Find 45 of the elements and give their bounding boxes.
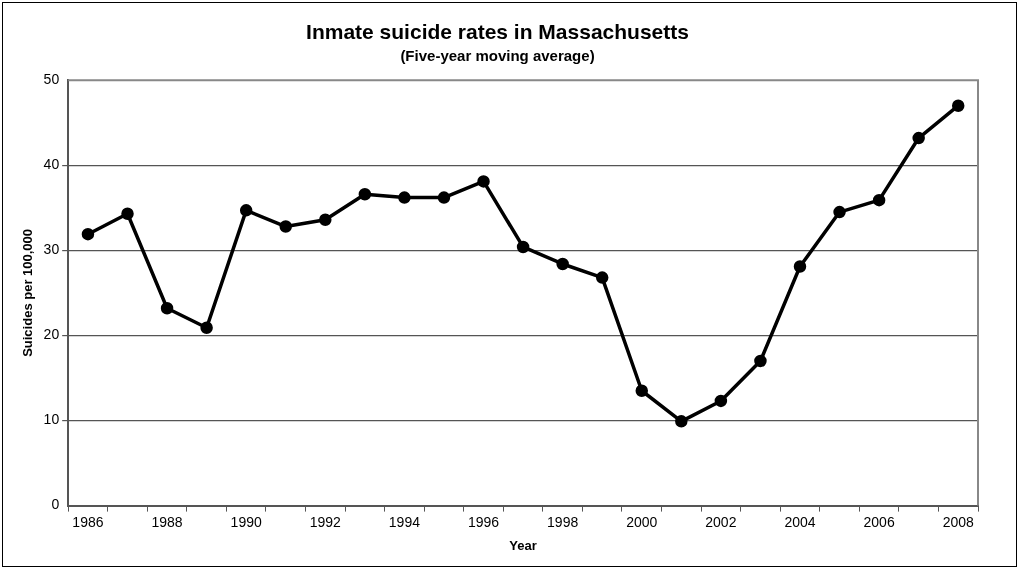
x-tick-label: 2004 bbox=[784, 513, 816, 530]
x-tick-label: 1992 bbox=[309, 513, 342, 530]
y-tick-label: 30 bbox=[43, 241, 60, 258]
point bbox=[477, 175, 490, 188]
x-tick-label: 2008 bbox=[942, 513, 974, 530]
point bbox=[358, 187, 372, 201]
y-tick-label: 0 bbox=[51, 496, 60, 513]
y-tick-label: 50 bbox=[43, 71, 60, 88]
point bbox=[279, 220, 292, 233]
x-tick-label: 1990 bbox=[230, 513, 262, 530]
x-tick-label: 2000 bbox=[626, 513, 658, 530]
point bbox=[595, 271, 609, 284]
point bbox=[319, 213, 332, 226]
point bbox=[200, 321, 213, 335]
y-axis-title: Suicides per 100,000 bbox=[20, 228, 36, 357]
point bbox=[872, 193, 886, 207]
x-tick-label: 1998 bbox=[547, 513, 579, 530]
x-tick-label: 2002 bbox=[705, 513, 737, 530]
x-tick-label: 1988 bbox=[151, 513, 183, 530]
point bbox=[793, 260, 807, 273]
point bbox=[556, 257, 569, 271]
x-tick-label: 1996 bbox=[467, 513, 500, 530]
chart-title: Inmate suicide rates in Massachusetts bbox=[306, 20, 689, 44]
x-axis-title: Year bbox=[509, 537, 537, 553]
point bbox=[516, 240, 530, 254]
point bbox=[398, 191, 411, 204]
point bbox=[754, 354, 767, 368]
x-tick-label: 2006 bbox=[863, 513, 895, 530]
point bbox=[121, 207, 134, 221]
chart-subtitle: (Five-year moving average) bbox=[400, 47, 595, 65]
y-tick-label: 10 bbox=[43, 411, 60, 428]
point bbox=[833, 205, 846, 219]
point bbox=[160, 301, 174, 315]
y-tick-label: 40 bbox=[43, 156, 60, 173]
point bbox=[951, 99, 965, 112]
point bbox=[675, 415, 688, 428]
point bbox=[714, 394, 728, 408]
x-tick-label: 1994 bbox=[388, 513, 421, 530]
point bbox=[635, 384, 649, 397]
point bbox=[912, 131, 925, 145]
point bbox=[437, 191, 451, 204]
point bbox=[239, 204, 253, 217]
y-tick-label: 20 bbox=[43, 326, 60, 343]
point bbox=[81, 227, 95, 241]
x-tick-label: 1986 bbox=[72, 513, 104, 530]
